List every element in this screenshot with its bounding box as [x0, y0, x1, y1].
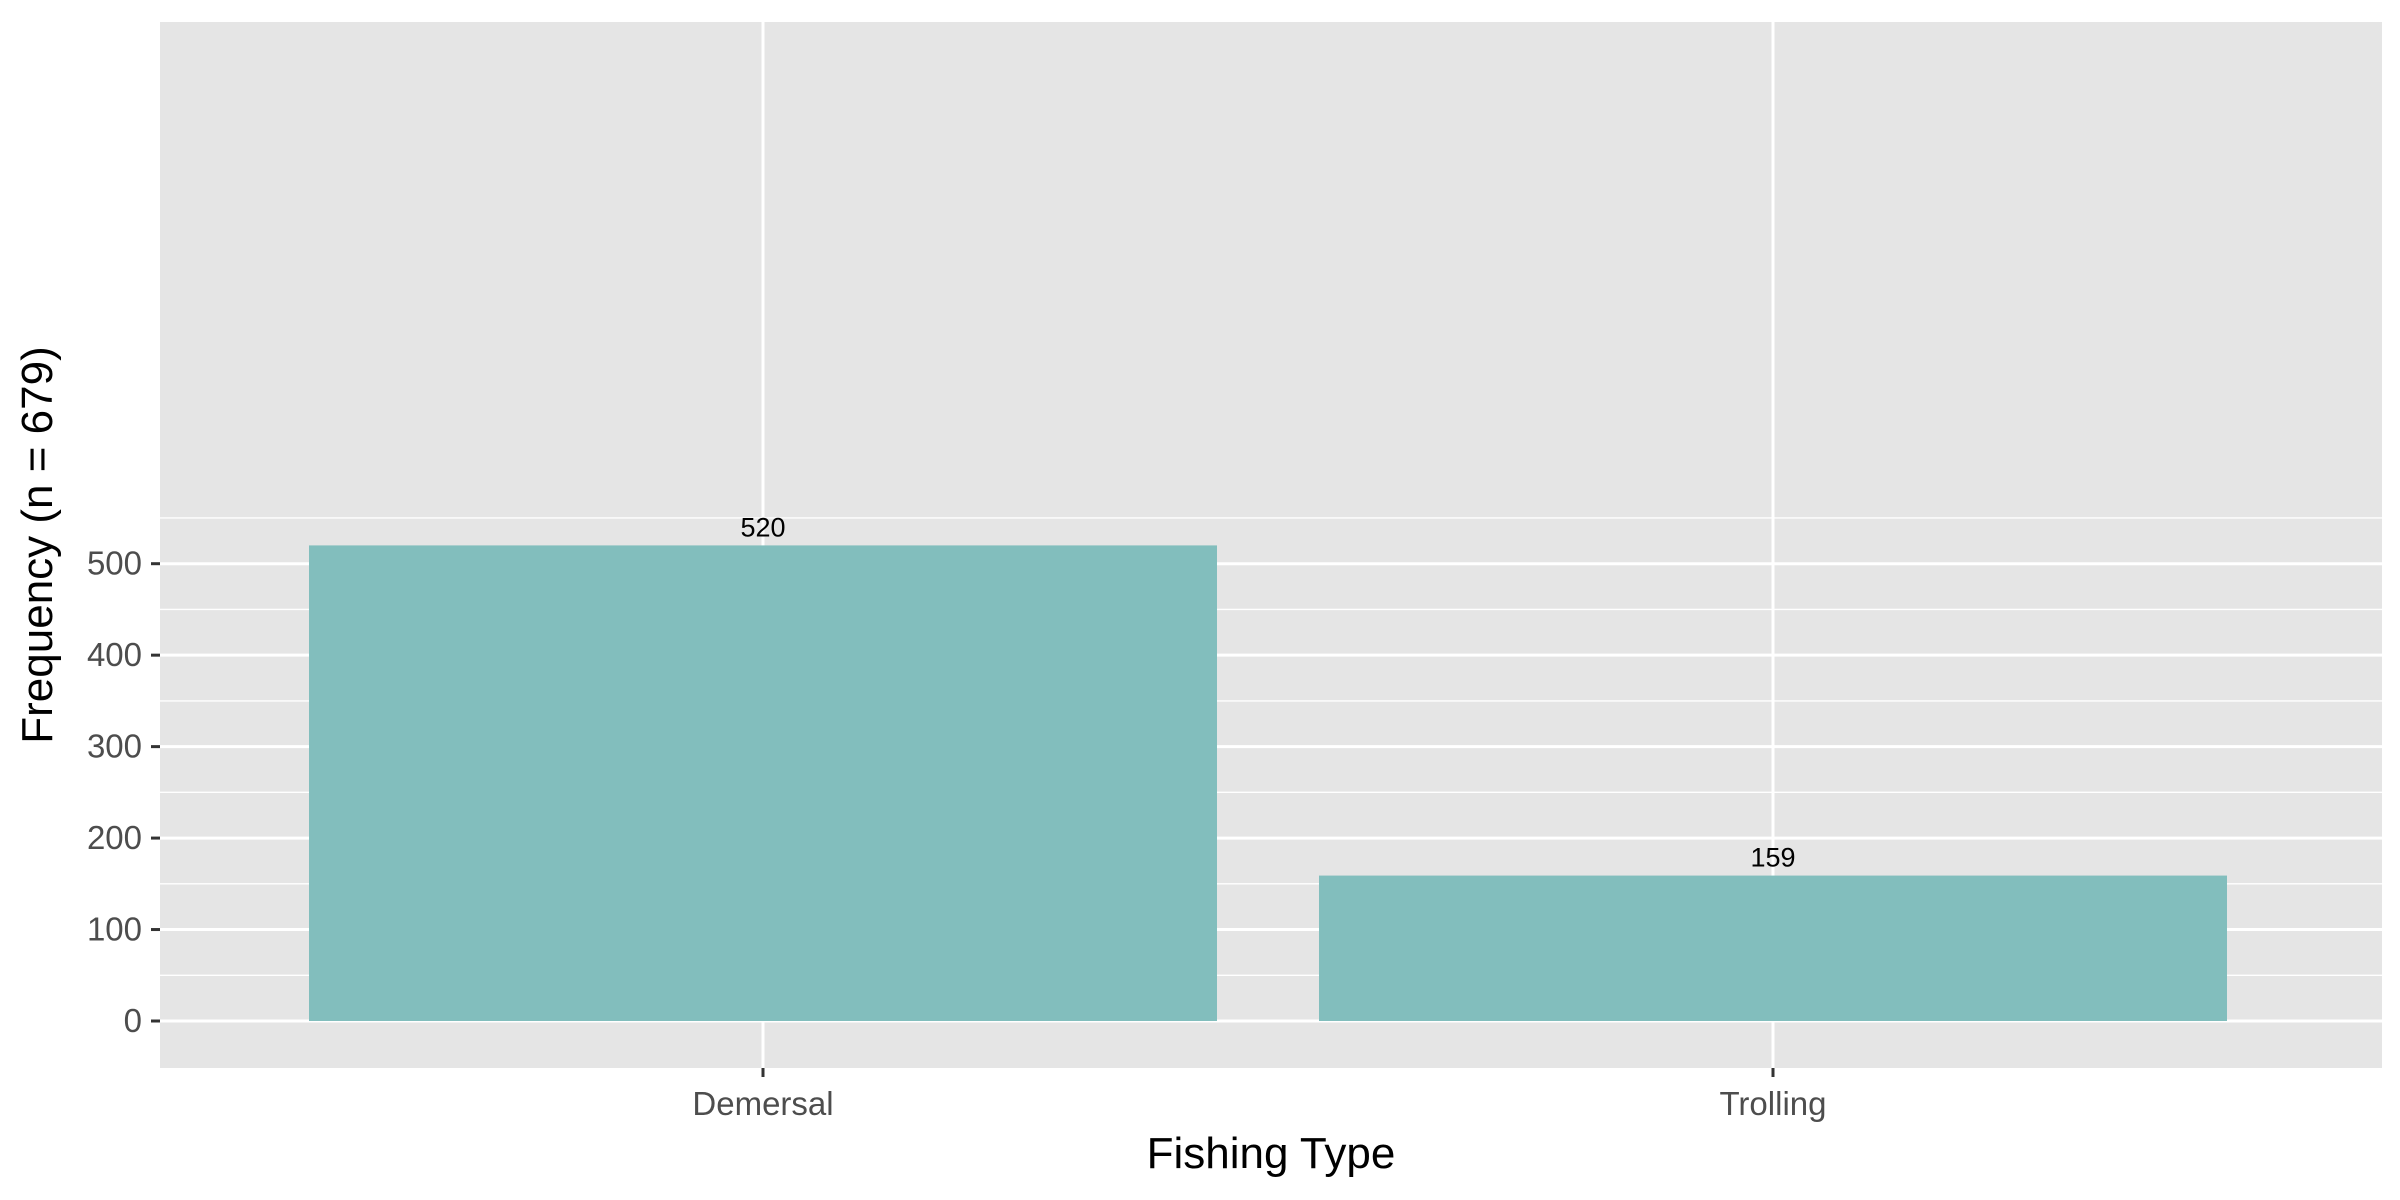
x-axis: Demersal Trolling [692, 1068, 1826, 1122]
data-label: 159 [1750, 843, 1795, 873]
y-tick-label: 400 [87, 636, 142, 673]
y-tick-label: 500 [87, 545, 142, 582]
y-tick-label: 100 [87, 911, 142, 948]
x-tick-label: Demersal [692, 1085, 833, 1122]
bars [309, 545, 2227, 1021]
y-tick-label: 200 [87, 819, 142, 856]
y-axis: 0 100 200 300 400 500 [87, 545, 160, 1039]
y-tick-label: 300 [87, 728, 142, 765]
bar [309, 545, 1217, 1021]
data-label: 520 [740, 512, 785, 542]
bar [1319, 875, 2227, 1021]
x-axis-title: Fishing Type [1147, 1129, 1396, 1178]
data-labels: 520 159 [740, 512, 1795, 872]
y-tick-label: 0 [124, 1002, 142, 1039]
y-axis-title: Frequency (n = 679) [13, 346, 62, 743]
x-tick-label: Trolling [1720, 1085, 1827, 1122]
